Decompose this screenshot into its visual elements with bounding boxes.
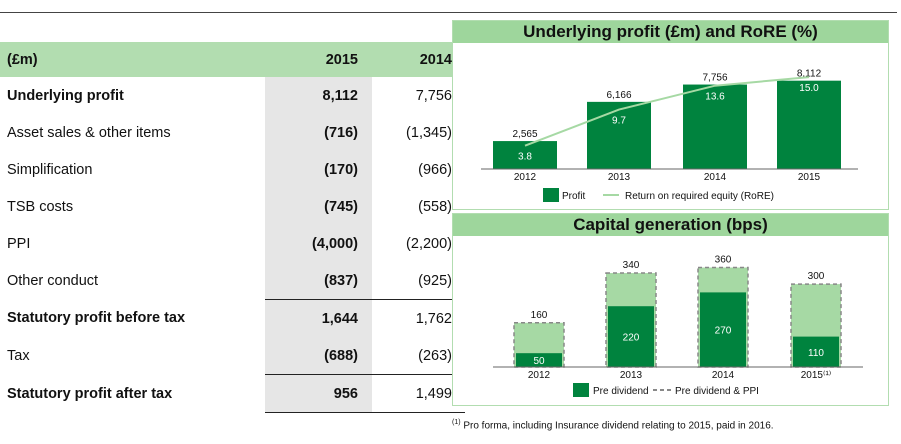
value-2015: 8,112 <box>265 77 372 114</box>
footnote-mark: (1) <box>452 419 461 426</box>
capital-chart-title: Capital generation (bps) <box>453 214 888 236</box>
footnote-text: Pro forma, including Insurance dividend … <box>463 420 774 432</box>
pre-dividend-bar <box>516 353 562 367</box>
pre-dividend-ppi-label: 360 <box>715 255 732 266</box>
table-header-row: (£m) 2015 2014 <box>0 42 465 77</box>
pre-dividend-bar <box>700 292 746 367</box>
value-2014: (558) <box>418 198 452 215</box>
value-2015: (170) <box>265 151 372 188</box>
value-2015: (716) <box>265 114 372 151</box>
header-unit: (£m) <box>0 42 265 77</box>
x-tick-label: 2014 <box>712 370 735 381</box>
table-row: Other conduct (837) (925) <box>0 262 465 300</box>
financial-table: (£m) 2015 2014 Underlying profit 8,112 7… <box>0 42 465 413</box>
header-2014: 2014 <box>372 42 465 77</box>
rore-value-label: 9.7 <box>612 116 626 127</box>
value-2014: 7,756 <box>415 87 452 104</box>
x-tick-label: 2013 <box>608 172 631 183</box>
pre-dividend-ppi-label: 300 <box>808 271 825 282</box>
pre-dividend-ppi-label: 340 <box>623 260 640 271</box>
value-2015: 956 <box>265 374 372 413</box>
table-row: PPI (4,000) (2,200) <box>0 225 465 262</box>
legend-profit-swatch <box>543 188 559 202</box>
legend-pre-dividend-label: Pre dividend <box>593 386 649 397</box>
value-2015: (4,000) <box>265 225 372 262</box>
profit-bar <box>493 141 557 169</box>
table-row: Asset sales & other items (716) (1,345) <box>0 114 465 151</box>
x-tick-label: 2014 <box>704 172 727 183</box>
x-tick-label: 2013 <box>620 370 643 381</box>
x-tick-label: 2015⁽¹⁾ <box>801 370 832 381</box>
pre-dividend-label: 270 <box>715 326 732 337</box>
legend-pre-dividend-swatch <box>573 383 589 397</box>
row-label: PPI <box>7 235 31 252</box>
pre-dividend-label: 50 <box>533 356 545 367</box>
profit-value-label: 8,112 <box>797 69 822 80</box>
value-2014: (966) <box>418 161 452 178</box>
table-row: TSB costs (745) (558) <box>0 188 465 225</box>
value-2014: (1,345) <box>406 124 452 141</box>
rore-value-label: 13.6 <box>705 92 725 103</box>
row-label: Underlying profit <box>7 87 124 104</box>
pre-dividend-label: 110 <box>808 348 824 359</box>
row-label: Other conduct <box>7 272 99 289</box>
rore-value-label: 3.8 <box>518 152 532 163</box>
pre-dividend-label: 220 <box>623 333 640 344</box>
profit-value-label: 6,166 <box>606 90 631 101</box>
table-row: Underlying profit 8,112 7,756 <box>0 77 465 114</box>
profit-bar <box>683 84 747 169</box>
value-2014: (2,200) <box>406 235 452 252</box>
legend-ppi-label: Pre dividend & PPI <box>675 386 759 397</box>
table-row: Statutory profit after tax 956 1,499 <box>0 374 465 413</box>
top-rule <box>0 12 897 13</box>
profit-bar <box>587 101 651 169</box>
profit-value-label: 7,756 <box>702 73 727 84</box>
x-tick-label: 2015 <box>798 172 821 183</box>
footnote: (1) Pro forma, including Insurance divid… <box>452 419 774 431</box>
value-2015: 1,644 <box>265 299 372 337</box>
value-2014: (263) <box>418 347 452 364</box>
legend-profit-label: Profit <box>562 191 586 202</box>
value-2014: 1,762 <box>372 299 465 337</box>
legend-rore-label: Return on required equity (RoRE) <box>625 191 774 202</box>
profit-value-label: 2,565 <box>512 129 537 140</box>
rore-value-label: 15.0 <box>799 83 819 94</box>
row-label: TSB costs <box>7 198 74 215</box>
capital-chart: 160 50 2012 340 220 2013 360 270 2014 300 110 2015⁽… <box>493 255 863 397</box>
row-label: Statutory profit after tax <box>7 385 173 402</box>
x-tick-label: 2012 <box>514 172 537 183</box>
value-2015: (688) <box>265 337 372 375</box>
row-label: Asset sales & other items <box>7 124 171 141</box>
value-2014: (925) <box>418 272 452 289</box>
row-label: Tax <box>7 347 30 364</box>
pre-dividend-ppi-label: 160 <box>531 310 548 321</box>
profit-bar <box>777 80 841 169</box>
pre-dividend-bar <box>793 336 839 367</box>
rore-line <box>524 76 810 147</box>
table-row: Simplification (170) (966) <box>0 151 465 188</box>
pre-dividend-bar <box>608 306 654 367</box>
row-label: Statutory profit before tax <box>7 310 186 327</box>
x-tick-label: 2012 <box>528 370 551 381</box>
header-2015: 2015 <box>265 42 372 77</box>
table-row: Tax (688) (263) <box>0 337 465 375</box>
profit-chart-title: Underlying profit (£m) and RoRE (%) <box>453 21 888 43</box>
value-2015: (837) <box>265 262 372 300</box>
profit-chart-panel: Underlying profit (£m) and RoRE (%) 2,56… <box>452 20 889 210</box>
capital-chart-panel: Capital generation (bps) 160 50 2012 340 220… <box>452 213 889 406</box>
value-2014: 1,499 <box>372 374 465 413</box>
table-row: Statutory profit before tax 1,644 1,762 <box>0 299 465 337</box>
row-label: Simplification <box>7 161 93 178</box>
profit-chart: 2,565 3.8 2012 6,166 9.7 2013 7,756 13.6 2014 8,1… <box>481 69 858 202</box>
value-2015: (745) <box>265 188 372 225</box>
